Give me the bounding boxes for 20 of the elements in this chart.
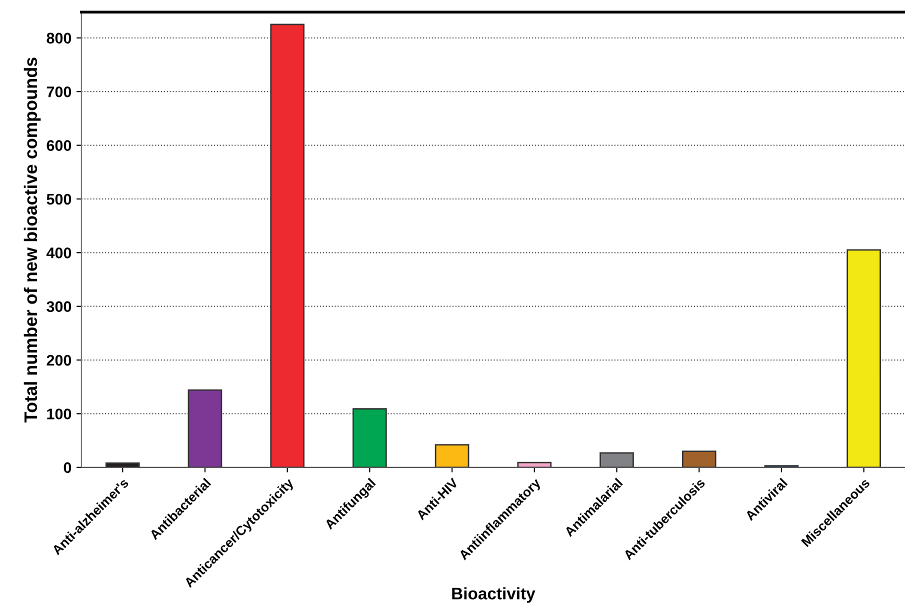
- y-tick-label: 0: [64, 462, 72, 474]
- y-tick-label: 200: [46, 354, 72, 366]
- y-tick-label: 800: [46, 32, 72, 44]
- bar: [352, 408, 387, 468]
- bar: [600, 452, 634, 468]
- y-axis-title: Total number of new bioactive compounds: [24, 58, 41, 422]
- bar: [434, 444, 470, 468]
- bar: [188, 389, 222, 468]
- bar: [105, 462, 140, 468]
- y-tick-label: 100: [47, 408, 72, 420]
- y-tick-label: 600: [46, 140, 72, 151]
- bar: [682, 450, 716, 468]
- bar: [517, 462, 552, 468]
- bar: [846, 249, 881, 468]
- bar: [270, 24, 305, 468]
- x-axis-title: Bioactivity: [452, 587, 536, 603]
- y-tick-label: 300: [46, 301, 72, 312]
- y-tick-label: 500: [46, 194, 72, 205]
- y-tick-label: 400: [46, 248, 72, 258]
- y-tick-label: 700: [46, 86, 72, 98]
